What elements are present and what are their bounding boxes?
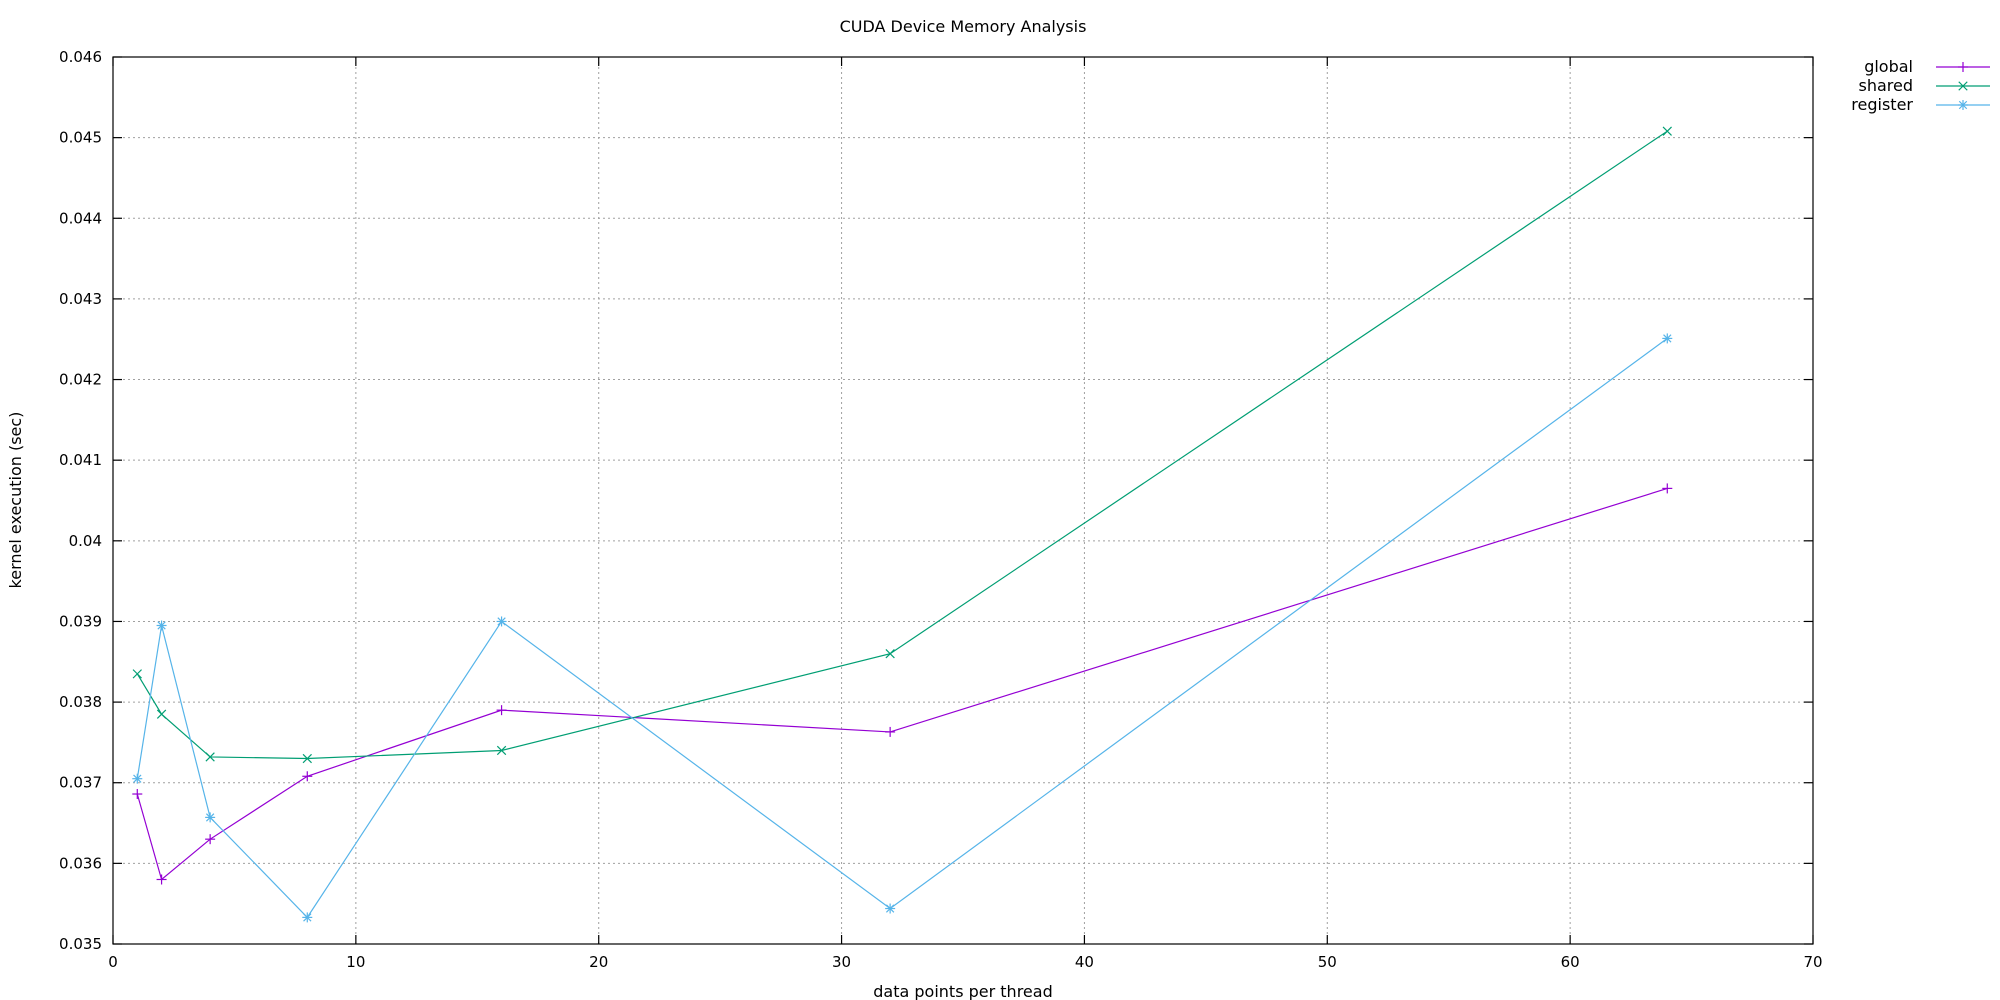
chart-title: CUDA Device Memory Analysis bbox=[840, 17, 1087, 36]
legend-marker bbox=[1958, 100, 1968, 110]
legend-label: global bbox=[1864, 57, 1913, 76]
legend-marker bbox=[1958, 81, 1968, 91]
legend-label: register bbox=[1851, 95, 1913, 114]
y-tick-label: 0.043 bbox=[59, 290, 102, 308]
x-tick-label: 20 bbox=[589, 953, 608, 971]
y-tick-label: 0.039 bbox=[59, 612, 102, 630]
series-line-register bbox=[136, 337, 1668, 919]
data-point-global bbox=[132, 789, 143, 800]
data-point-register bbox=[156, 620, 167, 631]
data-point-global bbox=[302, 771, 313, 782]
legend-item-shared: shared bbox=[1858, 76, 1990, 95]
series-line-global bbox=[136, 487, 1668, 881]
x-tick-label: 40 bbox=[1075, 953, 1094, 971]
data-point-shared bbox=[132, 669, 142, 679]
data-point-shared bbox=[302, 753, 312, 764]
data-point-global bbox=[1662, 483, 1673, 494]
y-axis-title: kernel execution (sec) bbox=[6, 412, 25, 589]
series-shared bbox=[132, 126, 1672, 764]
grid-lines bbox=[113, 57, 1813, 944]
data-point-register bbox=[205, 812, 216, 823]
y-tick-label: 0.04 bbox=[69, 532, 102, 550]
series-line-shared bbox=[136, 130, 1668, 760]
legend-item-global: global bbox=[1864, 57, 1990, 76]
data-point-shared bbox=[885, 649, 895, 659]
legend-item-register: register bbox=[1851, 95, 1990, 114]
data-point-shared bbox=[205, 752, 215, 762]
data-point-register bbox=[132, 773, 143, 784]
series-lines bbox=[132, 126, 1673, 923]
x-tick-label: 10 bbox=[346, 953, 365, 971]
data-point-global bbox=[496, 705, 507, 716]
legend-label: shared bbox=[1858, 76, 1913, 95]
series-register bbox=[132, 333, 1673, 923]
x-tick-label: 0 bbox=[108, 953, 118, 971]
x-axis-title: data points per thread bbox=[873, 982, 1052, 1000]
x-tick-label: 30 bbox=[832, 953, 851, 971]
axis-ticks bbox=[112, 56, 1814, 945]
y-tick-label: 0.041 bbox=[59, 451, 102, 469]
plot-frame bbox=[112, 56, 1814, 945]
y-tick-label: 0.035 bbox=[59, 935, 102, 953]
x-axis-tick-labels: 0 10 20 30 40 50 60 70 bbox=[108, 953, 1822, 971]
x-tick-label: 70 bbox=[1803, 953, 1822, 971]
y-tick-label: 0.042 bbox=[59, 371, 102, 389]
data-point-global bbox=[885, 726, 896, 737]
y-tick-label: 0.036 bbox=[59, 854, 102, 872]
data-point-register bbox=[1662, 333, 1673, 344]
data-point-shared bbox=[496, 745, 507, 756]
y-tick-label: 0.037 bbox=[59, 774, 102, 792]
y-axis-tick-labels: 0.035 0.036 0.037 0.038 0.039 0.04 0.041 0.042 0… bbox=[59, 48, 102, 953]
y-tick-label: 0.038 bbox=[59, 693, 102, 711]
data-point-shared bbox=[156, 709, 167, 719]
data-point-register bbox=[496, 616, 507, 627]
x-tick-label: 60 bbox=[1561, 953, 1580, 971]
data-point-register bbox=[302, 912, 313, 923]
data-point-register bbox=[885, 903, 896, 914]
y-tick-label: 0.045 bbox=[59, 129, 102, 147]
y-tick-label: 0.044 bbox=[59, 209, 102, 227]
legend-marker bbox=[1958, 62, 1968, 72]
data-point-shared bbox=[1662, 126, 1672, 136]
x-tick-label: 50 bbox=[1318, 953, 1337, 971]
data-point-global bbox=[205, 834, 216, 845]
y-tick-label: 0.046 bbox=[59, 48, 102, 66]
data-point-global bbox=[156, 874, 167, 885]
series-global bbox=[132, 483, 1673, 885]
